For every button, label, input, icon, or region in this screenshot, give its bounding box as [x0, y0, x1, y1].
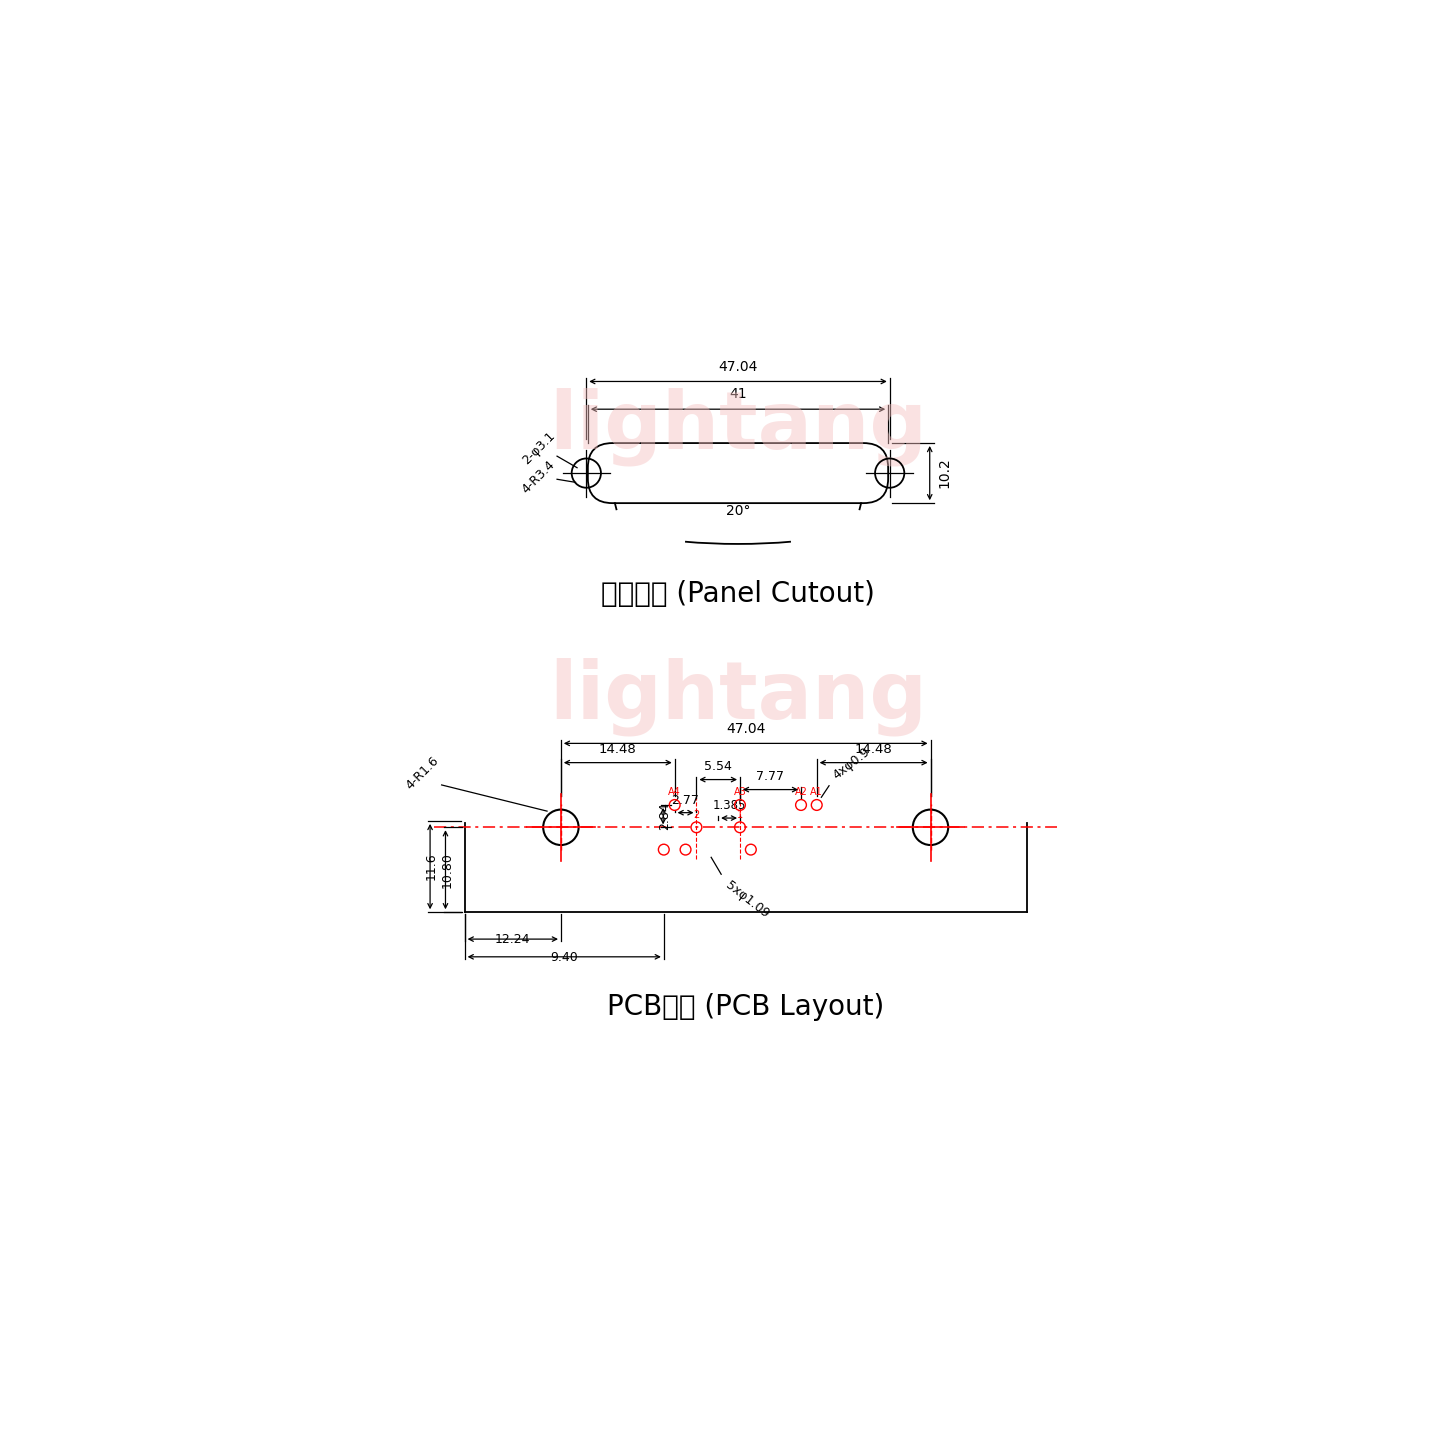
Text: 2.84: 2.84	[658, 802, 671, 829]
Text: 4xφ0.9: 4xφ0.9	[831, 744, 873, 782]
Text: 4-R1.6: 4-R1.6	[403, 755, 442, 792]
Text: A2: A2	[795, 788, 808, 798]
Text: A3: A3	[733, 788, 746, 798]
Text: A4: A4	[668, 788, 681, 798]
Text: 12.24: 12.24	[495, 933, 530, 946]
Text: 2.77: 2.77	[671, 793, 700, 806]
Text: 7.77: 7.77	[756, 770, 785, 783]
Text: 14.48: 14.48	[599, 743, 636, 756]
Text: 20°: 20°	[726, 504, 750, 518]
Text: 11.6: 11.6	[425, 852, 438, 880]
Text: 9.40: 9.40	[550, 950, 577, 963]
Text: 47.04: 47.04	[719, 360, 757, 374]
Text: 1: 1	[737, 811, 743, 821]
Text: lightang: lightang	[549, 387, 927, 467]
Text: 2-φ3.1: 2-φ3.1	[520, 429, 557, 468]
Text: 10.80: 10.80	[441, 852, 454, 887]
Text: 10.2: 10.2	[937, 458, 952, 488]
Text: 面板开孔 (Panel Cutout): 面板开孔 (Panel Cutout)	[600, 580, 876, 608]
Text: 4-R3.4: 4-R3.4	[520, 458, 557, 495]
Text: 1.385: 1.385	[713, 799, 746, 812]
Text: 47.04: 47.04	[726, 721, 766, 736]
Text: PCB布局 (PCB Layout): PCB布局 (PCB Layout)	[608, 994, 884, 1021]
Text: 5xφ1.09: 5xφ1.09	[723, 878, 772, 920]
Text: 5.54: 5.54	[704, 760, 732, 773]
Text: 2: 2	[693, 811, 700, 821]
Text: 14.48: 14.48	[855, 743, 893, 756]
Text: 41: 41	[729, 387, 747, 402]
Text: lightang: lightang	[549, 657, 927, 736]
Text: A1: A1	[811, 788, 824, 798]
